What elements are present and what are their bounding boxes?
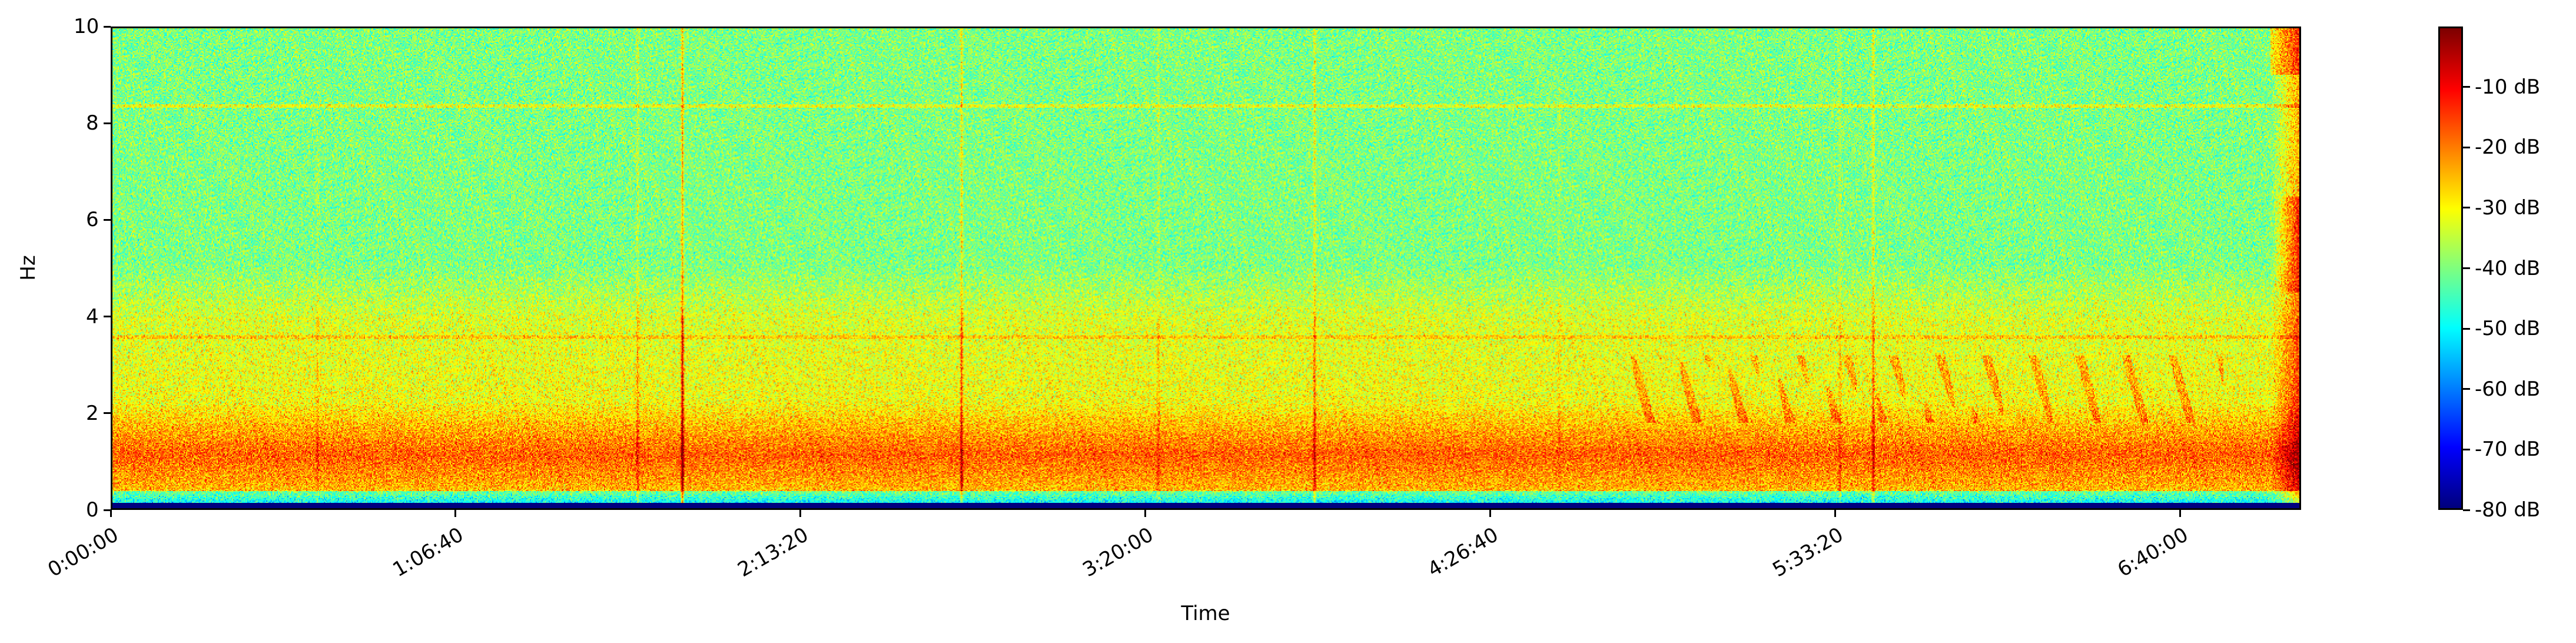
- x-tick-mark: [799, 510, 802, 517]
- colorbar-tick-mark: [2463, 327, 2470, 330]
- y-tick-mark: [104, 122, 111, 124]
- y-tick-label: 8: [86, 111, 99, 135]
- y-tick-label: 6: [86, 208, 99, 232]
- x-tick-label: 1:06:40: [389, 523, 468, 582]
- x-tick-label: 0:00:00: [44, 523, 123, 582]
- colorbar-tick-label: -10 dB: [2475, 75, 2541, 99]
- colorbar-tick-mark: [2463, 388, 2470, 390]
- colorbar-tick-mark: [2463, 267, 2470, 269]
- y-tick-mark: [104, 509, 111, 511]
- colorbar-tick-label: -30 dB: [2475, 195, 2541, 220]
- colorbar-tick-mark: [2463, 146, 2470, 148]
- colorbar-tick-mark: [2463, 509, 2470, 511]
- colorbar-tick-label: -60 dB: [2475, 377, 2541, 401]
- y-axis-label: Hz: [16, 255, 40, 281]
- y-tick-mark: [104, 412, 111, 415]
- x-tick-mark: [109, 510, 112, 517]
- colorbar-tick-label: -40 dB: [2475, 256, 2541, 280]
- x-tick-mark: [2179, 510, 2182, 517]
- colorbar-tick-label: -50 dB: [2475, 317, 2541, 341]
- x-tick-mark: [454, 510, 457, 517]
- y-tick-mark: [104, 25, 111, 28]
- colorbar: [2438, 26, 2463, 510]
- colorbar-tick-mark: [2463, 207, 2470, 209]
- y-tick-label: 10: [74, 15, 99, 38]
- x-axis-label: Time: [1181, 602, 1230, 625]
- spectrogram-image: [111, 26, 2301, 510]
- x-tick-mark: [1144, 510, 1147, 517]
- x-tick-mark: [1834, 510, 1837, 517]
- x-tick-label: 6:40:00: [2113, 523, 2192, 582]
- x-tick-mark: [1489, 510, 1492, 517]
- y-tick-label: 2: [86, 401, 99, 425]
- y-tick-mark: [104, 316, 111, 318]
- x-tick-label: 2:13:20: [733, 523, 813, 582]
- y-tick-label: 0: [86, 498, 99, 522]
- y-tick-label: 4: [86, 304, 99, 329]
- colorbar-tick-label: -70 dB: [2475, 437, 2541, 462]
- x-tick-label: 3:20:00: [1078, 523, 1158, 582]
- colorbar-tick-label: -20 dB: [2475, 135, 2541, 160]
- x-tick-label: 5:33:20: [1768, 523, 1847, 582]
- x-tick-label: 4:26:40: [1423, 523, 1502, 582]
- colorbar-tick-label: -80 dB: [2475, 498, 2541, 522]
- spectrogram-plot-area: [111, 26, 2301, 510]
- colorbar-tick-mark: [2463, 448, 2470, 450]
- colorbar-tick-mark: [2463, 86, 2470, 88]
- y-tick-mark: [104, 218, 111, 221]
